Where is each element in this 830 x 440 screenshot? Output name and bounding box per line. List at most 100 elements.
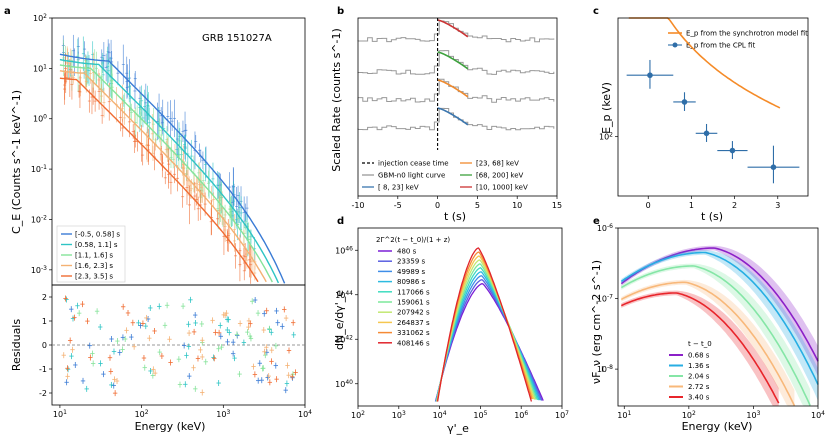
- panel-d: 2Γ^2(t − t_0)/(1 + z) 480 s 23359 s 49989 s…: [333, 227, 569, 435]
- panel-label-b: b: [337, 6, 344, 17]
- panel-c-ylabel: E_p (keV): [600, 82, 613, 134]
- panel-a-ytick-label: 10-2: [31, 214, 47, 224]
- panel-b-lightcurve-0: [357, 20, 555, 43]
- panel-b-ylabel: Scaled Rate (counts s^-1): [330, 28, 343, 172]
- panel-c-legend-marker: [672, 42, 678, 48]
- panel-d-xtick-label: 102: [351, 410, 365, 420]
- panel-e-axes: [617, 227, 819, 407]
- panel-e-ytick-label: 10-7: [597, 294, 613, 304]
- panel-e: t − t_0 0.68 s 1.36 s 2.04 s 2.72 s 3.40 s En…: [590, 223, 825, 433]
- panel-d-xtick-label: 104: [433, 410, 447, 420]
- panel-c-point-0: [647, 72, 653, 79]
- panel-a-legend-label: [0.58, 1.1] s: [75, 241, 118, 249]
- panel-b-legend-label: injection cease time: [378, 160, 449, 168]
- panel-a-title: GRB 151027A: [202, 33, 272, 44]
- panel-a-model-0: [59, 53, 286, 284]
- panel-b-legend-label: GBM-n0 light curve: [378, 172, 445, 180]
- panel-label-c: c: [593, 6, 599, 17]
- panel-b-xtick-label: -5: [394, 201, 402, 210]
- panel-e-curve-1: [620, 251, 819, 385]
- panel-d-legend-label: 408146 s: [397, 339, 430, 347]
- panel-a-ylabel: C_E (Counts s^-1 keV^-1): [10, 90, 23, 234]
- panel-b-xtick-label: 15: [552, 201, 562, 210]
- panel-c-xtick-label: 3: [775, 201, 780, 210]
- panel-d-legend-label: 49989 s: [397, 268, 425, 276]
- panel-c-legend-label: E_p from the synchrotron model fit: [686, 30, 808, 38]
- panel-e-legend-label: 2.72 s: [688, 383, 710, 391]
- panel-b-legend-label: [ 8, 23] keV: [378, 184, 419, 192]
- panel-d-curve-9: [436, 247, 533, 402]
- panel-d-legend-label: 480 s: [397, 248, 417, 256]
- panel-d-legend-label: 80986 s: [397, 278, 425, 286]
- panel-c-axes: [617, 17, 809, 197]
- panel-e-legend-title: t − t_0: [688, 340, 712, 348]
- panel-e-band-1: [621, 250, 818, 401]
- panel-e-legend: t − t_0 0.68 s 1.36 s 2.04 s 2.72 s 3.40 s: [669, 340, 712, 402]
- panel-a-model-4: [59, 77, 259, 283]
- panel-e-band-0: [621, 245, 818, 377]
- panel-a-legend-label: [2.3, 3.5] s: [75, 273, 113, 281]
- panel-d-legend-label: 23359 s: [397, 258, 425, 266]
- panel-label-e: e: [593, 216, 600, 227]
- panel-a: GRB 151027A [-0.5, 0.58] s [0.58, 1.1] s […: [10, 13, 312, 433]
- panel-d-ytick-label: 1044: [335, 290, 353, 300]
- panel-b-legend-label: [23, 68] keV: [476, 160, 519, 168]
- panel-a-xtick-label: 103: [216, 409, 230, 419]
- panel-b-lightcurve-1: [357, 50, 555, 75]
- panel-c-point-1: [681, 99, 688, 105]
- panel-a-ytick-label: 10-1: [31, 164, 47, 174]
- panel-c-point-4: [770, 164, 777, 170]
- panel-d-xtick-label: 107: [555, 410, 569, 420]
- panel-c-ytick-label: 102: [599, 132, 613, 142]
- panel-a-legend-label: [1.6, 2.3] s: [75, 262, 113, 270]
- panel-label-d: d: [337, 216, 344, 227]
- panel-c-xlabel: t (s): [701, 210, 723, 223]
- panel-d-axes: [357, 227, 563, 407]
- panel-e-ytick-label: 10-8: [597, 364, 613, 374]
- panel-b: injection cease time GBM-n0 light curve [ …: [330, 17, 562, 223]
- panel-e-legend-label: 2.04 s: [688, 373, 710, 381]
- panel-e-xtick-label: 103: [746, 410, 760, 420]
- panel-e-xtick-label: 102: [682, 410, 696, 420]
- panel-e-xlabel: Energy (keV): [682, 420, 753, 433]
- panel-a-xtick-label: 101: [53, 409, 67, 419]
- panel-a-legend-label: [-0.5, 0.58] s: [75, 231, 120, 239]
- panel-a-residual-ytick-label: -2: [39, 389, 47, 398]
- panel-b-fit-0: [437, 19, 469, 38]
- panel-b-xtick-label: 10: [512, 201, 522, 210]
- panel-c-xtick-label: 1: [689, 201, 694, 210]
- panel-c: E_p from the synchrotron model fit E_p fr…: [599, 17, 809, 223]
- panel-e-legend-label: 0.68 s: [688, 352, 710, 360]
- panel-a-model-2: [59, 64, 273, 283]
- panel-b-xtick-label: 5: [475, 201, 480, 210]
- panel-c-point-2: [703, 130, 710, 137]
- panel-b-lightcurve-2: [357, 78, 555, 103]
- panel-b-fit-3: [437, 107, 469, 126]
- panel-e-ytick-label: 10-6: [597, 223, 613, 233]
- panel-a-xtick-label: 102: [135, 409, 149, 419]
- panel-b-fit-2: [437, 79, 469, 98]
- panel-d-legend-label: 264837 s: [397, 319, 430, 327]
- panel-d-ylabel: dN_e/dγ'_e: [333, 290, 346, 350]
- panel-a-model-3: [59, 70, 267, 283]
- panel-e-ylabel: νF_ν (erg cm^-2 s^-1): [590, 260, 603, 384]
- panel-e-curve-2: [620, 265, 811, 406]
- panel-d-legend-label: 207942 s: [397, 309, 430, 317]
- panel-e-band-4: [621, 290, 779, 406]
- panel-a-residual-ytick-label: 0: [42, 341, 47, 350]
- panel-d-ytick-label: 1040: [335, 379, 353, 389]
- panel-d-legend-label: 117066 s: [397, 288, 430, 296]
- panel-a-xlabel: Energy (keV): [135, 420, 206, 433]
- panel-d-ytick-label: 1042: [335, 334, 353, 344]
- panel-d-xtick-label: 105: [473, 410, 487, 420]
- panel-d-xlabel: γ'_e: [447, 422, 469, 435]
- panel-b-xlabel: t (s): [444, 210, 466, 223]
- panel-e-curve-3: [620, 281, 796, 406]
- panel-a-ytick-label: 10-3: [31, 265, 47, 275]
- panel-c-legend: E_p from the synchrotron model fit E_p fr…: [668, 30, 808, 50]
- panel-d-legend-title: 2Γ^2(t − t_0)/(1 + z): [376, 236, 450, 244]
- panel-a-ytick-label: 101: [33, 63, 47, 73]
- panel-a-ytick-label: 102: [33, 13, 47, 23]
- panel-b-fit-1: [437, 51, 469, 70]
- panel-b-legend-label: [10, 1000] keV: [476, 184, 528, 192]
